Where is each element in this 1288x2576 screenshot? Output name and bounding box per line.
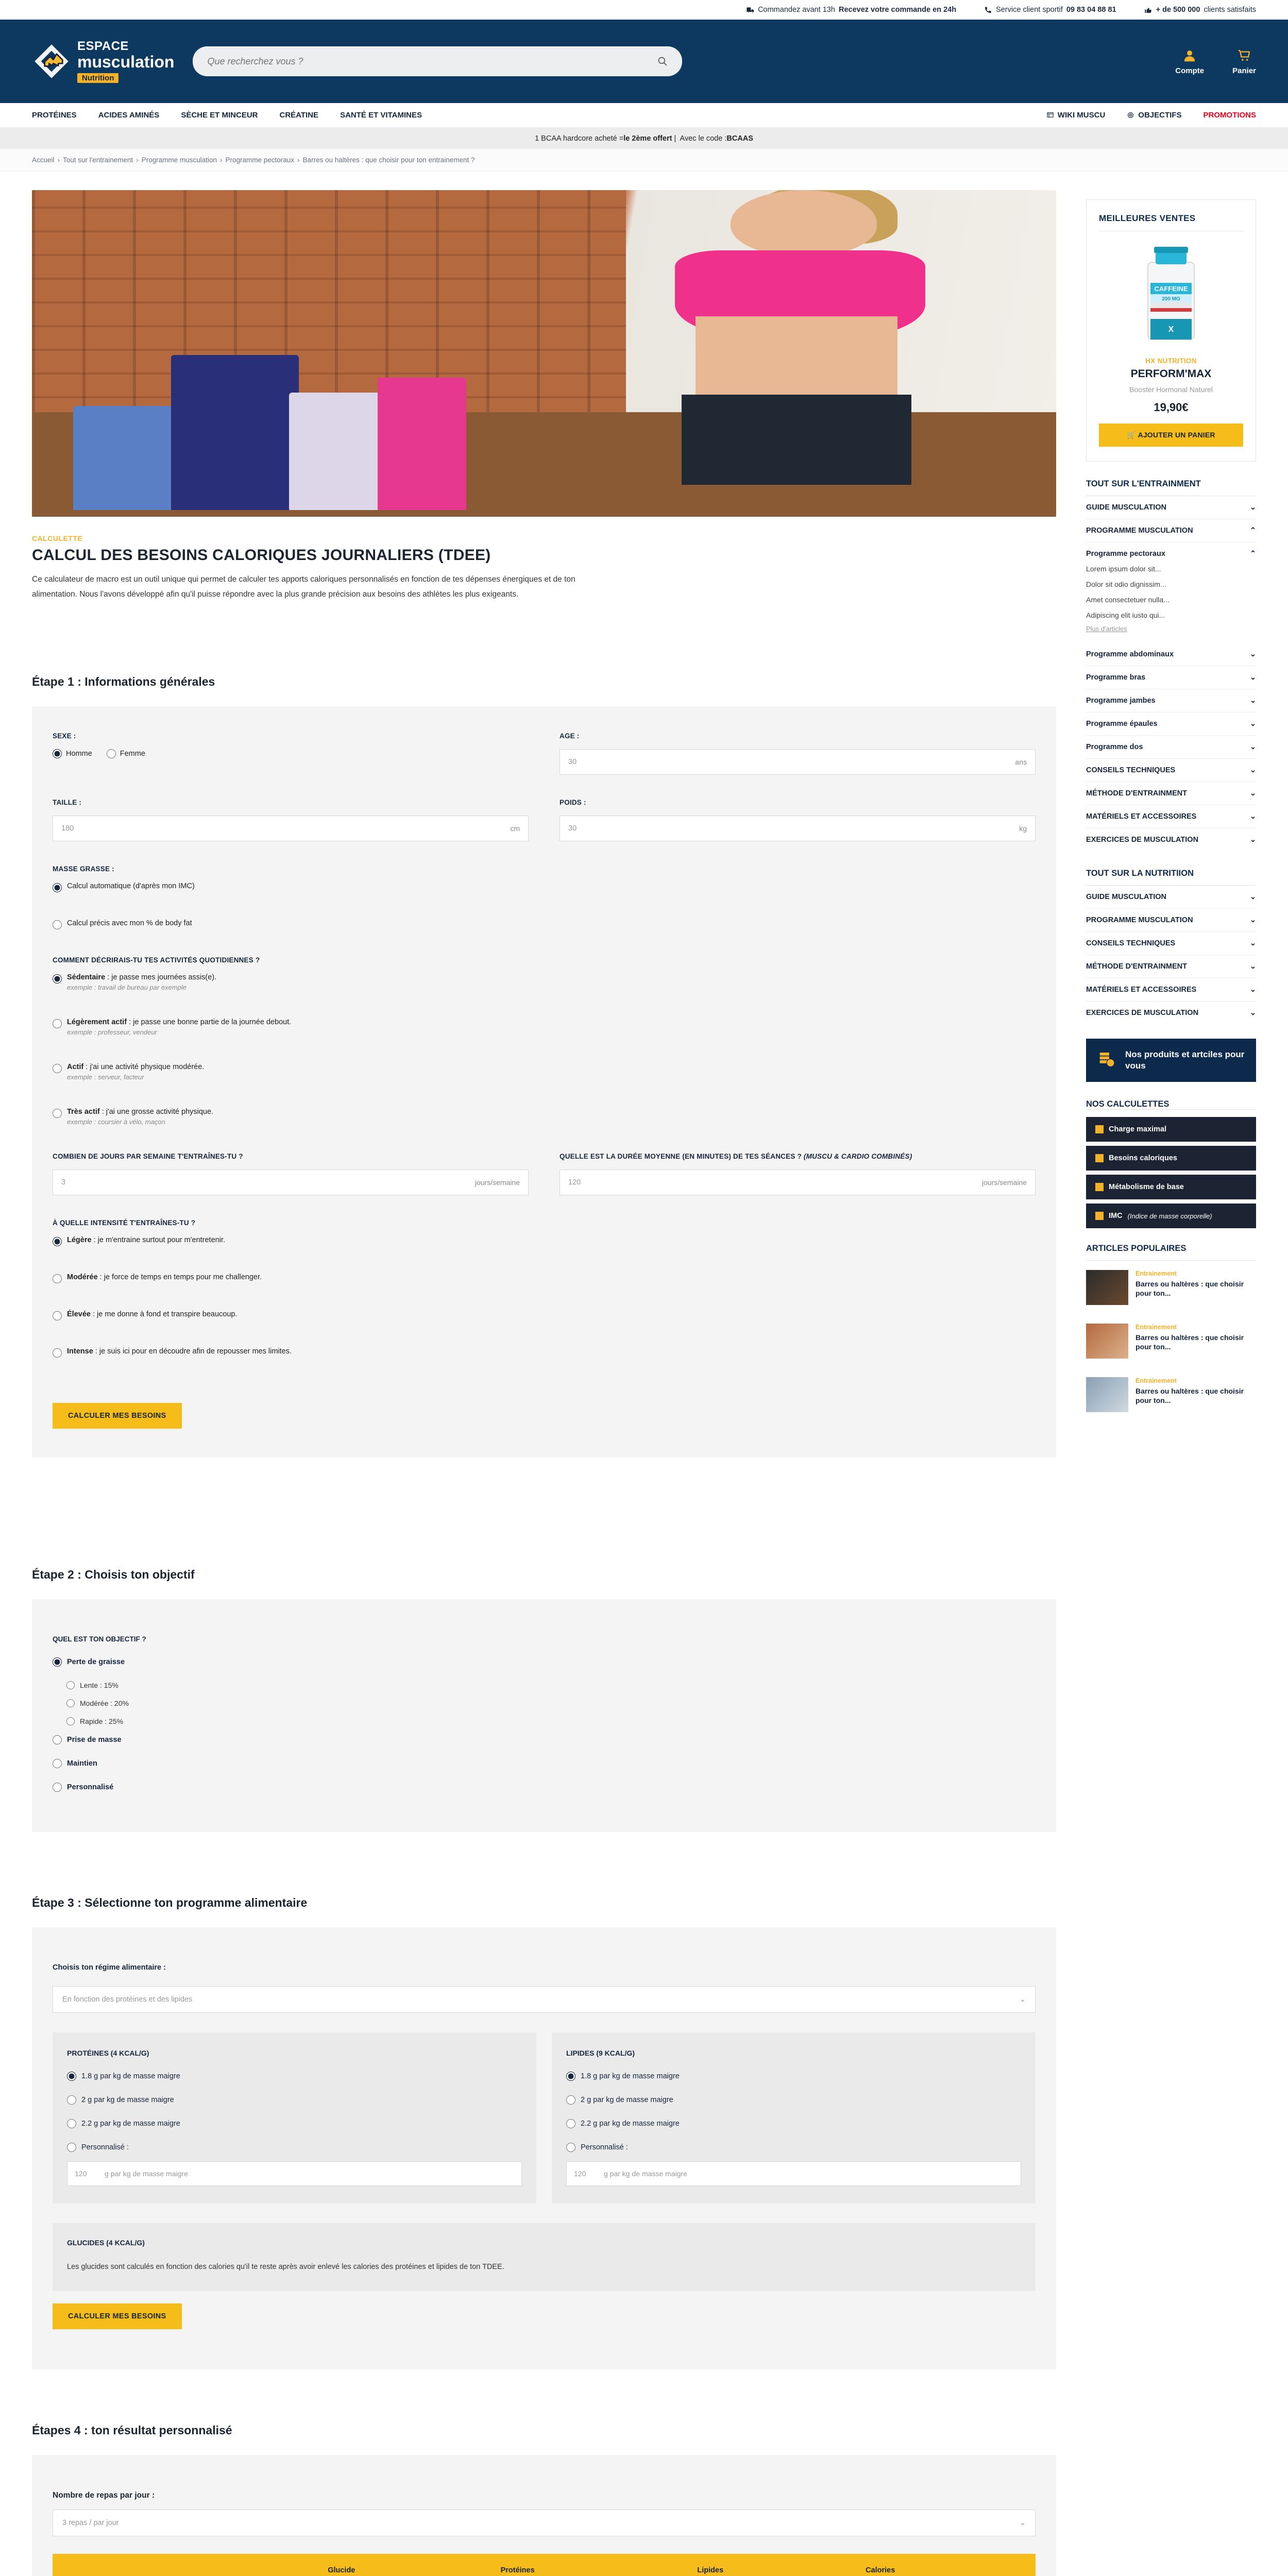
svg-text:CAFFEINE: CAFFEINE [1155,285,1188,293]
svg-text:200 MG: 200 MG [1162,296,1180,302]
svg-text:X: X [1168,325,1174,334]
